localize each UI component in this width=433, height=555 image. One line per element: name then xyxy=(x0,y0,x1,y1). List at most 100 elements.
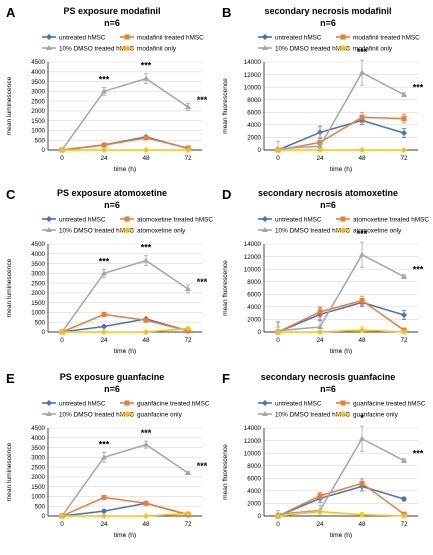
y-tick-label: 2000 xyxy=(31,108,45,115)
legend-marker xyxy=(46,45,52,50)
x-tick-label: 48 xyxy=(358,337,366,344)
y-tick-label: 2500 xyxy=(31,280,45,287)
significance-marker: *** xyxy=(413,265,424,275)
significance-marker: *** xyxy=(357,229,368,239)
y-tick-label: 8000 xyxy=(247,279,261,286)
legend-label: modafinil only xyxy=(353,46,393,53)
data-point xyxy=(101,329,107,335)
panel-letter: C xyxy=(6,187,16,202)
series-line xyxy=(277,119,405,151)
y-tick-label: 14000 xyxy=(244,425,262,432)
legend-marker xyxy=(124,216,130,222)
data-point xyxy=(401,513,407,519)
legend-marker xyxy=(340,411,346,417)
x-axis-label: time (h) xyxy=(114,348,136,355)
x-tick-label: 0 xyxy=(60,337,64,344)
chart-title: secondary necrosis modafinil xyxy=(264,6,391,16)
data-point xyxy=(359,480,365,486)
y-tick-label: 12000 xyxy=(244,438,262,445)
data-point xyxy=(185,469,191,475)
y-tick-label: 500 xyxy=(35,319,46,326)
series-line xyxy=(277,116,405,151)
significance-marker: *** xyxy=(197,277,208,287)
data-point xyxy=(143,500,149,506)
series-line xyxy=(61,313,189,333)
series-line xyxy=(277,71,405,150)
legend-label: guanfacine only xyxy=(137,412,183,419)
y-axis-label: mean luminescence xyxy=(6,76,13,135)
panel-letter: F xyxy=(222,371,230,386)
data-point xyxy=(317,508,323,515)
data-point xyxy=(185,325,191,332)
x-tick-label: 72 xyxy=(184,337,192,344)
y-tick-label: 14000 xyxy=(244,241,262,248)
y-tick-label: 2000 xyxy=(31,290,45,297)
significance-marker: * xyxy=(360,413,364,423)
legend-label: untreated hMSC xyxy=(275,217,322,224)
chart-title: secondary necrosis guanfacine xyxy=(261,372,396,382)
data-point xyxy=(101,88,107,94)
data-point xyxy=(143,75,149,81)
y-tick-label: 2500 xyxy=(31,464,45,471)
data-point xyxy=(401,147,407,153)
y-axis-label: mean fluorescence xyxy=(222,444,229,500)
series-line xyxy=(61,137,189,151)
significance-marker: *** xyxy=(141,61,152,71)
x-tick-label: 48 xyxy=(358,521,366,528)
data-point xyxy=(359,327,365,334)
legend-label: untreated hMSC xyxy=(59,217,106,224)
y-tick-label: 1500 xyxy=(31,118,45,125)
chart-title: secondary necrosis atomoxetine xyxy=(258,188,398,198)
x-tick-label: 0 xyxy=(60,155,64,162)
chart-panel-c: C PS exposure atomoxetine n=6 untreated hMS… xyxy=(6,187,213,355)
y-tick-label: 10000 xyxy=(244,84,262,91)
legend-marker xyxy=(46,411,52,416)
series-line xyxy=(277,482,405,517)
data-point xyxy=(401,329,407,335)
data-point xyxy=(401,116,407,122)
significance-marker: *** xyxy=(413,83,424,93)
chart-subtitle: n=6 xyxy=(320,384,336,394)
chart-subtitle: n=6 xyxy=(320,200,336,210)
legend-label: untreated hMSC xyxy=(275,35,322,42)
chart-subtitle: n=6 xyxy=(104,200,120,210)
data-point xyxy=(401,496,407,503)
chart-subtitle: n=6 xyxy=(104,18,120,28)
significance-marker: *** xyxy=(197,461,208,471)
y-tick-label: 4500 xyxy=(31,241,45,248)
x-tick-label: 24 xyxy=(316,337,324,344)
data-point xyxy=(101,270,107,276)
legend-label: modafinil only xyxy=(137,46,177,53)
legend-marker xyxy=(262,411,268,416)
x-tick-label: 0 xyxy=(60,521,64,528)
y-axis-label: mean luminescence xyxy=(6,258,13,317)
x-tick-label: 72 xyxy=(400,521,408,528)
data-point xyxy=(317,129,323,136)
legend-marker xyxy=(262,400,268,406)
data-point xyxy=(275,513,281,519)
legend-marker xyxy=(340,216,346,222)
data-point xyxy=(359,114,365,120)
legend-marker xyxy=(46,227,52,232)
data-point xyxy=(101,323,107,330)
y-tick-label: 1500 xyxy=(31,300,45,307)
chart-subtitle: n=6 xyxy=(320,18,336,28)
chart-panel-e: E PS exposure guanfacine n=6 untreated hMSC… xyxy=(6,371,210,539)
y-tick-label: 8000 xyxy=(247,463,261,470)
legend-marker xyxy=(340,227,346,233)
data-point xyxy=(59,329,65,335)
y-tick-label: 4000 xyxy=(31,435,45,442)
data-point xyxy=(101,508,107,515)
x-tick-label: 24 xyxy=(316,155,324,162)
series-line xyxy=(278,329,405,333)
data-point xyxy=(185,147,191,153)
legend-label: untreated hMSC xyxy=(275,401,322,408)
y-axis-label: mean fluorescence xyxy=(222,78,229,134)
y-tick-label: 8000 xyxy=(247,97,261,104)
significance-marker: *** xyxy=(141,243,152,253)
chart-title: PS exposure atomoxetine xyxy=(57,188,167,198)
series-line xyxy=(277,485,405,517)
y-tick-label: 3000 xyxy=(31,455,45,462)
significance-marker: *** xyxy=(99,74,110,84)
